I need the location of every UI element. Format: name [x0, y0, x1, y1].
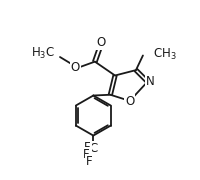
Text: O: O [71, 61, 80, 74]
Text: C: C [89, 142, 97, 155]
Text: O: O [96, 36, 105, 49]
Text: N: N [145, 75, 154, 88]
Text: O: O [125, 95, 134, 108]
Text: F: F [82, 148, 89, 161]
Text: CH$_3$: CH$_3$ [152, 47, 176, 62]
Text: F: F [84, 141, 90, 154]
Text: H$_3$C: H$_3$C [31, 46, 55, 62]
Text: F: F [85, 155, 92, 168]
